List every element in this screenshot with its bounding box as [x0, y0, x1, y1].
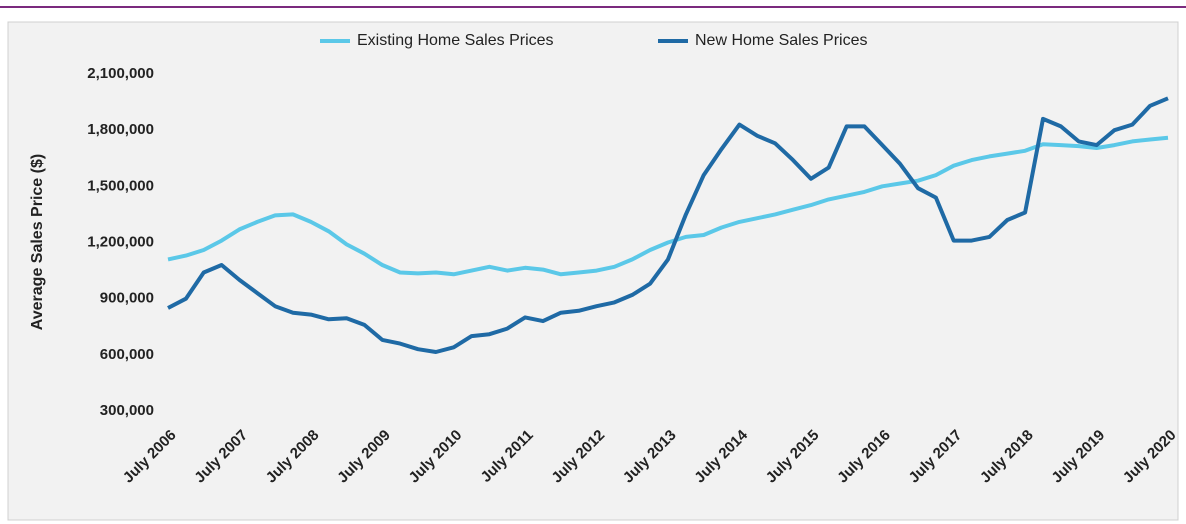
legend-label: Existing Home Sales Prices [357, 32, 554, 49]
y-tick-label: 1,800,000 [87, 121, 154, 138]
legend-label: New Home Sales Prices [695, 32, 868, 49]
y-tick-label: 900,000 [100, 290, 154, 307]
series-line [167, 135, 1169, 277]
y-tick-label: 1,500,000 [87, 177, 154, 194]
y-tick-label: 1,200,000 [87, 233, 154, 250]
y-tick-label: 300,000 [100, 402, 154, 419]
y-axis-title: Average Sales Price ($) [29, 154, 46, 330]
series-line [167, 96, 1169, 354]
y-tick-label: 600,000 [100, 346, 154, 363]
y-tick-label: 2,100,000 [87, 65, 154, 82]
